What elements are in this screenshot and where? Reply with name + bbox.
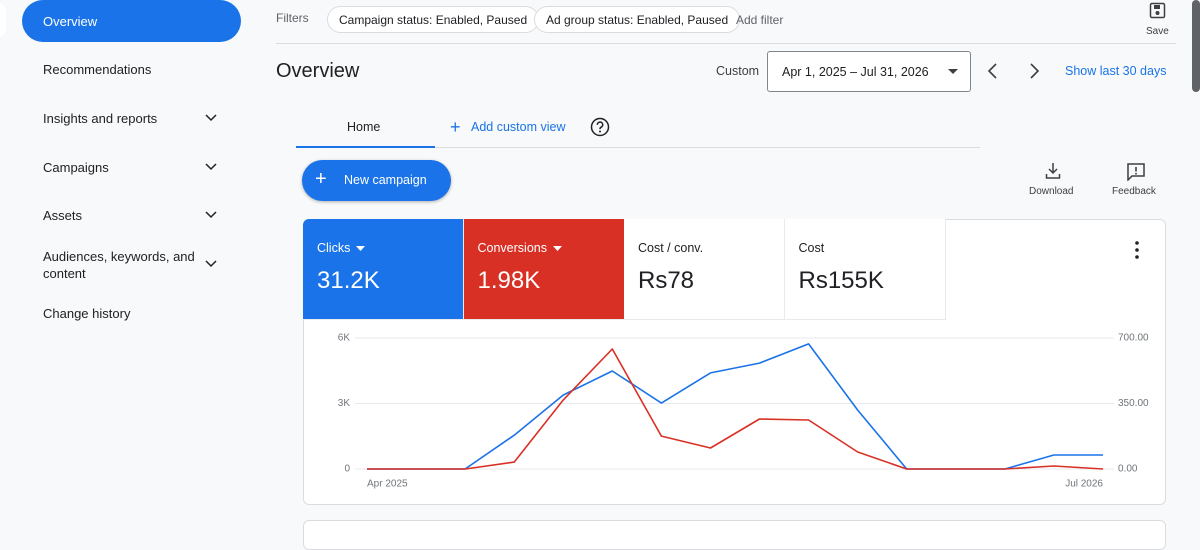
metric-value: Rs155K (798, 267, 884, 294)
tab-indicator (296, 146, 435, 148)
nav-item[interactable]: Audiences, keywords, and content (43, 249, 195, 281)
dropdown-arrow (948, 69, 958, 74)
y-tick-label: 0 (344, 464, 350, 475)
save-icon[interactable] (1149, 2, 1166, 19)
dropdown-arrow (552, 246, 562, 252)
filter-chip[interactable]: Campaign status: Enabled, Paused (327, 6, 540, 33)
metric-label: Cost (798, 241, 825, 255)
nav-active[interactable]: Overview (22, 0, 241, 42)
filters-label: Filters (276, 11, 309, 25)
metric-card[interactable]: Clicks 31.2K (303, 219, 464, 320)
range-label: Custom (716, 64, 760, 78)
avatar-edge (0, 2, 6, 38)
filter-chip[interactable]: Ad group status: Enabled, Paused (534, 6, 741, 33)
dropdown-arrow (356, 246, 366, 252)
metric-card: Cost Rs155K (784, 219, 946, 320)
metric-label: Cost / conv. (638, 241, 704, 255)
nav-item[interactable]: Recommendations (43, 62, 152, 77)
date-picker[interactable]: Apr 1, 2025 – Jul 31, 2026 (767, 51, 971, 92)
scrollbar[interactable] (1192, 0, 1200, 92)
next-panel (303, 520, 1166, 550)
chevron (205, 163, 217, 171)
plus-icon: + (450, 117, 461, 137)
new-campaign-button[interactable]: + New campaign (302, 160, 451, 201)
series-line (367, 343, 1103, 470)
tab-home[interactable]: Home (347, 120, 381, 134)
chevron (205, 114, 217, 122)
metric-value: Rs78 (638, 267, 695, 294)
nav-item[interactable]: Campaigns (43, 160, 109, 175)
help-icon[interactable] (590, 117, 610, 137)
y2-tick-label: 350.00 (1118, 398, 1149, 409)
nav-label: Overview (43, 14, 98, 29)
date-range: Apr 1, 2025 – Jul 31, 2026 (782, 65, 929, 79)
series-line (367, 348, 1104, 470)
metric-card: Cost / conv. Rs78 (624, 219, 785, 320)
y2-tick-label: 700.00 (1118, 333, 1149, 344)
y2-tick-label: 0.00 (1118, 464, 1138, 475)
metric-label: Clicks (317, 241, 366, 255)
download-icon[interactable] (1045, 162, 1061, 180)
nav-item[interactable]: Insights and reports (43, 111, 158, 126)
tab-divider (435, 147, 980, 148)
metric-value: 31.2K (317, 267, 380, 294)
metric-value: 1.98K (477, 267, 541, 294)
nav-item[interactable]: Change history (43, 306, 131, 321)
x-tick-label: Apr 2025 (367, 479, 408, 490)
metric-label: Conversions (478, 241, 562, 255)
more-icon[interactable] (1134, 240, 1140, 260)
next-button[interactable] (1027, 63, 1041, 79)
add-filter[interactable]: Add filter (736, 13, 784, 27)
feedback-icon[interactable] (1126, 162, 1146, 181)
save-label: Save (1146, 26, 1169, 37)
download-label: Download (1029, 186, 1074, 197)
chevron (205, 260, 217, 268)
x-tick-label: Jul 2026 (1065, 479, 1103, 490)
divider (276, 43, 1176, 44)
prev-button[interactable] (986, 63, 1000, 79)
plus-icon: + (315, 168, 327, 190)
y-tick-label: 3K (338, 398, 351, 409)
nav-item[interactable]: Assets (43, 208, 83, 223)
tab-add-view[interactable]: Add custom view (471, 120, 566, 134)
page-title: Overview (276, 60, 360, 82)
y-tick-label: 6K (338, 333, 351, 344)
show-last-link[interactable]: Show last 30 days (1065, 64, 1167, 78)
button-label: New campaign (344, 173, 427, 187)
chevron (205, 211, 217, 219)
feedback-label: Feedback (1112, 186, 1156, 197)
metric-card[interactable]: Conversions 1.98K (463, 219, 625, 320)
